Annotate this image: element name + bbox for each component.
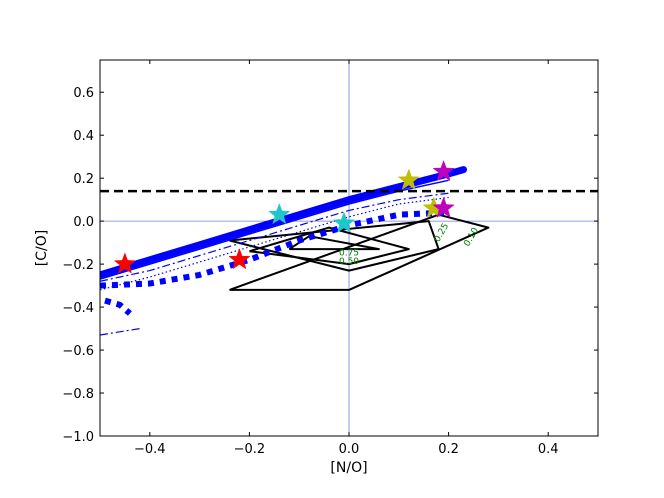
star-marker-2 — [268, 202, 291, 225]
star-marker-1 — [228, 248, 251, 270]
star-marker-0 — [113, 252, 137, 274]
x-tick-label-1: −0.2 — [234, 442, 266, 457]
star-marker-3 — [332, 211, 356, 233]
y-tick-label-1: −0.8 — [62, 387, 94, 402]
model-track-6 — [100, 328, 140, 336]
contour-label-0.75: 0.75 — [339, 249, 359, 259]
contour-label-0.50: 0.50 — [339, 257, 359, 267]
y-tick-label-7: 0.4 — [73, 129, 94, 144]
y-tick-label-8: 0.6 — [73, 86, 94, 101]
x-tick-label-2: 0.0 — [339, 442, 360, 457]
model-track-0 — [100, 166, 467, 279]
contours — [229, 213, 490, 291]
x-axis-ticks: −0.4 −0.2 0.0 0.2 0.4 — [134, 60, 559, 457]
model-track-5 — [104, 297, 132, 316]
x-axis-label: [N/O] — [330, 460, 367, 476]
model-track-4 — [100, 209, 449, 289]
y-axis-label: [C/O] — [34, 230, 50, 266]
x-tick-label-0: −0.4 — [134, 442, 166, 457]
y-axis-ticks: −1.0 −0.8 −0.6 −0.4 −0.2 0.0 0.2 0.4 0.6 — [62, 86, 598, 445]
star-marker-4 — [397, 168, 420, 190]
y-tick-label-3: −0.4 — [62, 301, 94, 316]
x-tick-label-3: 0.2 — [438, 442, 459, 457]
y-tick-label-0: −1.0 — [62, 430, 94, 445]
model-tracks — [100, 166, 467, 336]
y-tick-label-4: −0.2 — [62, 258, 94, 273]
y-tick-label-2: −0.6 — [62, 344, 94, 359]
stars — [113, 159, 455, 274]
star-marker-6 — [432, 159, 455, 182]
star-marker-7 — [432, 196, 455, 218]
model-track-3 — [100, 196, 449, 291]
contour-0.10 — [229, 213, 490, 291]
model-track-2 — [100, 192, 449, 282]
x-tick-label-4: 0.4 — [538, 442, 559, 457]
y-tick-label-5: 0.0 — [73, 215, 94, 230]
model-track-1 — [100, 179, 449, 280]
y-tick-label-6: 0.2 — [73, 172, 94, 187]
